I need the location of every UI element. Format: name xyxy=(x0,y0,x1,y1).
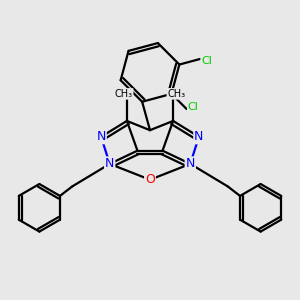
Text: Cl: Cl xyxy=(188,102,199,112)
Text: Cl: Cl xyxy=(201,56,212,66)
Text: O: O xyxy=(145,173,155,186)
Text: CH₃: CH₃ xyxy=(115,89,133,99)
Text: N: N xyxy=(194,130,204,143)
Text: CH₃: CH₃ xyxy=(167,89,185,99)
Text: N: N xyxy=(186,158,195,170)
Text: N: N xyxy=(105,158,114,170)
Text: N: N xyxy=(96,130,106,143)
